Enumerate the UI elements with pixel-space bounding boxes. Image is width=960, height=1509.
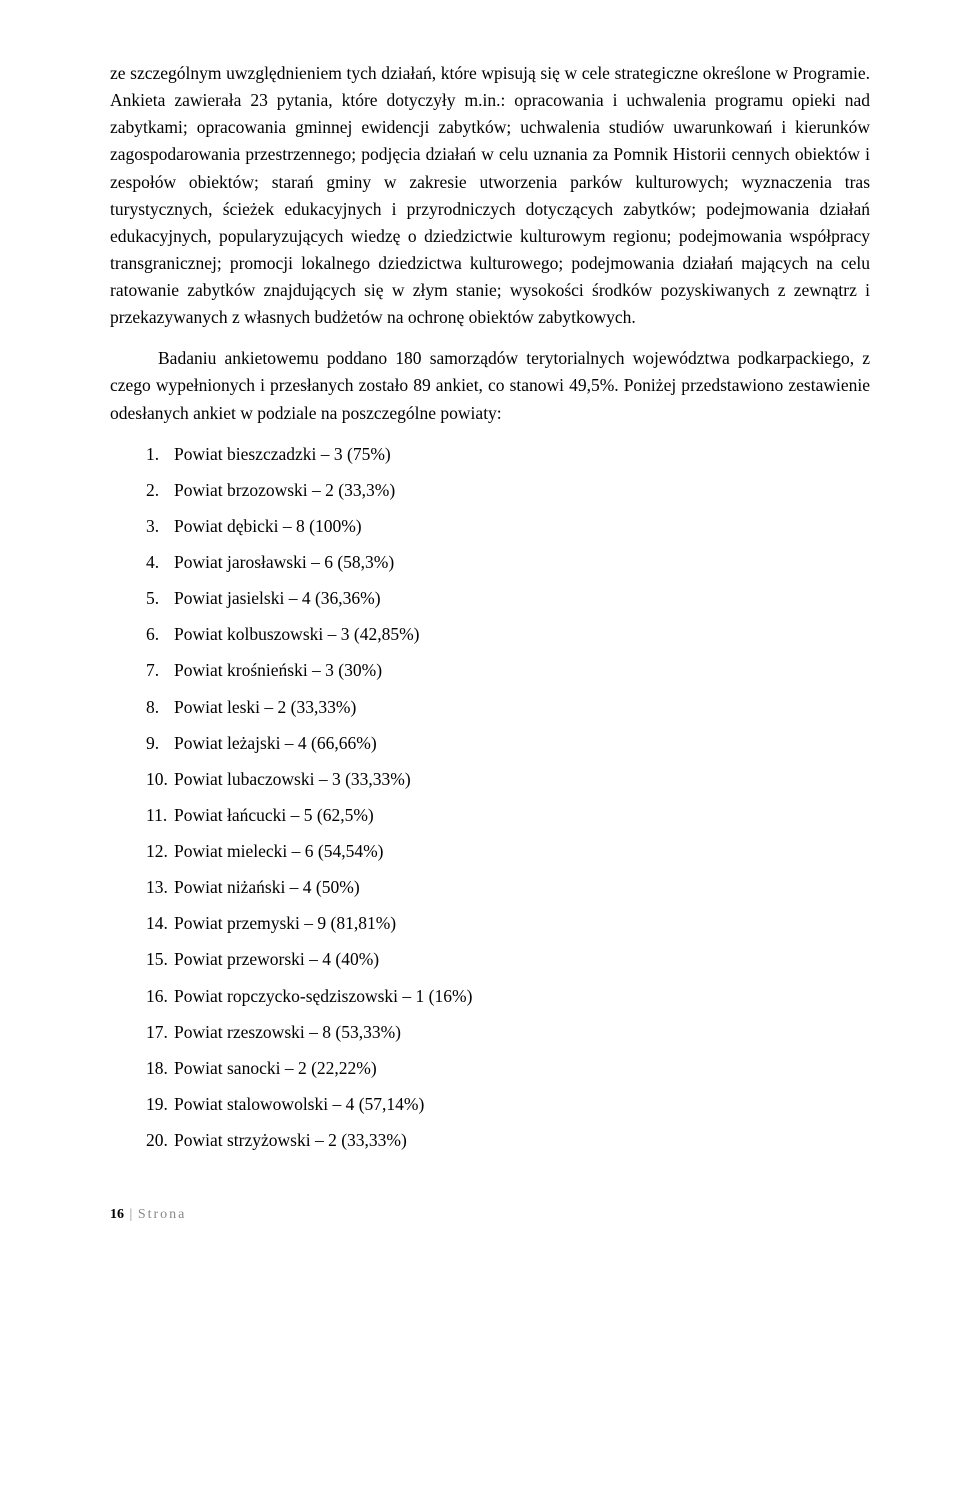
body-paragraph-1: ze szczególnym uwzględnieniem tych dział… bbox=[110, 60, 870, 331]
list-item: 3. Powiat dębicki – 8 (100%) bbox=[146, 513, 870, 540]
body-paragraph-2: Badaniu ankietowemu poddano 180 samorząd… bbox=[110, 345, 870, 426]
list-number: 12. bbox=[146, 838, 174, 865]
list-text: Powiat kolbuszowski – 3 (42,85%) bbox=[174, 621, 870, 648]
list-number: 2. bbox=[146, 477, 174, 504]
list-number: 4. bbox=[146, 549, 174, 576]
list-text: Powiat brzozowski – 2 (33,3%) bbox=[174, 477, 870, 504]
list-number: 5. bbox=[146, 585, 174, 612]
list-item: 7. Powiat krośnieński – 3 (30%) bbox=[146, 657, 870, 684]
list-item: 13. Powiat niżański – 4 (50%) bbox=[146, 874, 870, 901]
list-item: 16. Powiat ropczycko-sędziszowski – 1 (1… bbox=[146, 983, 870, 1010]
list-number: 13. bbox=[146, 874, 174, 901]
list-text: Powiat łańcucki – 5 (62,5%) bbox=[174, 802, 870, 829]
list-number: 18. bbox=[146, 1055, 174, 1082]
list-text: Powiat dębicki – 8 (100%) bbox=[174, 513, 870, 540]
footer-label: Strona bbox=[138, 1207, 187, 1222]
list-item: 2. Powiat brzozowski – 2 (33,3%) bbox=[146, 477, 870, 504]
list-text: Powiat lubaczowski – 3 (33,33%) bbox=[174, 766, 870, 793]
page-footer: 16 | Strona bbox=[110, 1204, 870, 1226]
list-text: Powiat leski – 2 (33,33%) bbox=[174, 694, 870, 721]
list-number: 11. bbox=[146, 802, 174, 829]
list-item: 20. Powiat strzyżowski – 2 (33,33%) bbox=[146, 1127, 870, 1154]
list-item: 8. Powiat leski – 2 (33,33%) bbox=[146, 694, 870, 721]
list-text: Powiat niżański – 4 (50%) bbox=[174, 874, 870, 901]
list-item: 15. Powiat przeworski – 4 (40%) bbox=[146, 946, 870, 973]
list-text: Powiat jasielski – 4 (36,36%) bbox=[174, 585, 870, 612]
list-number: 16. bbox=[146, 983, 174, 1010]
list-text: Powiat stalowowolski – 4 (57,14%) bbox=[174, 1091, 870, 1118]
list-item: 19. Powiat stalowowolski – 4 (57,14%) bbox=[146, 1091, 870, 1118]
list-number: 14. bbox=[146, 910, 174, 937]
list-text: Powiat leżajski – 4 (66,66%) bbox=[174, 730, 870, 757]
list-item: 11. Powiat łańcucki – 5 (62,5%) bbox=[146, 802, 870, 829]
list-number: 3. bbox=[146, 513, 174, 540]
list-number: 8. bbox=[146, 694, 174, 721]
list-item: 9. Powiat leżajski – 4 (66,66%) bbox=[146, 730, 870, 757]
list-text: Powiat jarosławski – 6 (58,3%) bbox=[174, 549, 870, 576]
list-number: 1. bbox=[146, 441, 174, 468]
list-text: Powiat przemyski – 9 (81,81%) bbox=[174, 910, 870, 937]
list-item: 6. Powiat kolbuszowski – 3 (42,85%) bbox=[146, 621, 870, 648]
list-text: Powiat ropczycko-sędziszowski – 1 (16%) bbox=[174, 983, 870, 1010]
list-number: 7. bbox=[146, 657, 174, 684]
footer-separator: | bbox=[130, 1207, 133, 1222]
list-item: 12. Powiat mielecki – 6 (54,54%) bbox=[146, 838, 870, 865]
list-number: 6. bbox=[146, 621, 174, 648]
list-number: 19. bbox=[146, 1091, 174, 1118]
list-item: 5. Powiat jasielski – 4 (36,36%) bbox=[146, 585, 870, 612]
page-number: 16 bbox=[110, 1207, 124, 1222]
list-item: 10. Powiat lubaczowski – 3 (33,33%) bbox=[146, 766, 870, 793]
list-number: 9. bbox=[146, 730, 174, 757]
list-text: Powiat mielecki – 6 (54,54%) bbox=[174, 838, 870, 865]
list-text: Powiat rzeszowski – 8 (53,33%) bbox=[174, 1019, 870, 1046]
list-text: Powiat sanocki – 2 (22,22%) bbox=[174, 1055, 870, 1082]
list-text: Powiat przeworski – 4 (40%) bbox=[174, 946, 870, 973]
list-text: Powiat bieszczadzki – 3 (75%) bbox=[174, 441, 870, 468]
list-item: 4. Powiat jarosławski – 6 (58,3%) bbox=[146, 549, 870, 576]
list-item: 1. Powiat bieszczadzki – 3 (75%) bbox=[146, 441, 870, 468]
powiat-list: 1. Powiat bieszczadzki – 3 (75%) 2. Powi… bbox=[146, 441, 870, 1155]
list-text: Powiat strzyżowski – 2 (33,33%) bbox=[174, 1127, 870, 1154]
list-item: 17. Powiat rzeszowski – 8 (53,33%) bbox=[146, 1019, 870, 1046]
list-number: 17. bbox=[146, 1019, 174, 1046]
list-item: 18. Powiat sanocki – 2 (22,22%) bbox=[146, 1055, 870, 1082]
list-item: 14. Powiat przemyski – 9 (81,81%) bbox=[146, 910, 870, 937]
list-number: 20. bbox=[146, 1127, 174, 1154]
list-number: 10. bbox=[146, 766, 174, 793]
list-number: 15. bbox=[146, 946, 174, 973]
list-text: Powiat krośnieński – 3 (30%) bbox=[174, 657, 870, 684]
